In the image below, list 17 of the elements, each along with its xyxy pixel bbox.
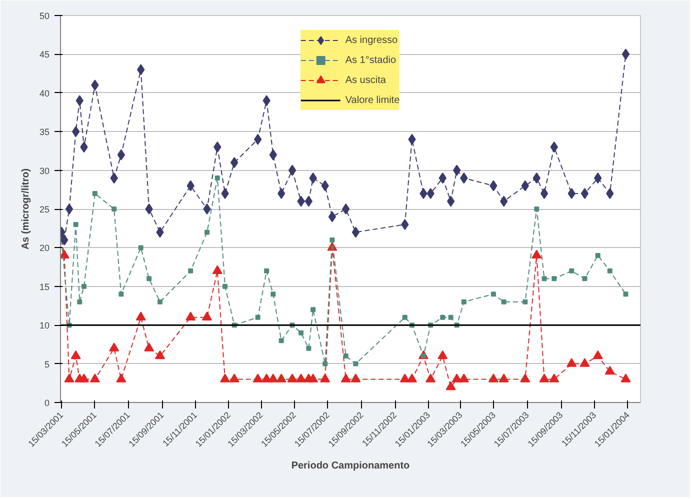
y-tick-label: 15: [39, 282, 50, 292]
y-tick-label: 35: [39, 127, 50, 138]
legend-label: As 1°stadio: [345, 54, 396, 66]
y-tick-label: 50: [39, 11, 50, 21]
y-tick-label: 5: [44, 359, 50, 370]
y-tick-label: 0: [44, 398, 50, 408]
legend-label: Valore limite: [345, 94, 400, 106]
x-axis-title: Periodo Campionamento: [291, 460, 410, 472]
y-tick-label: 30: [39, 166, 50, 176]
y-tick-label: 40: [39, 88, 50, 98]
y-tick-label: 45: [39, 50, 50, 60]
legend-label: As uscita: [345, 74, 386, 86]
y-axis-title: As (microgr/litro): [20, 168, 32, 250]
y-tick-label: 25: [39, 204, 50, 214]
y-tick-label: 20: [39, 243, 50, 254]
legend-label: As ingresso: [345, 34, 398, 46]
y-tick-label: 10: [39, 320, 50, 331]
